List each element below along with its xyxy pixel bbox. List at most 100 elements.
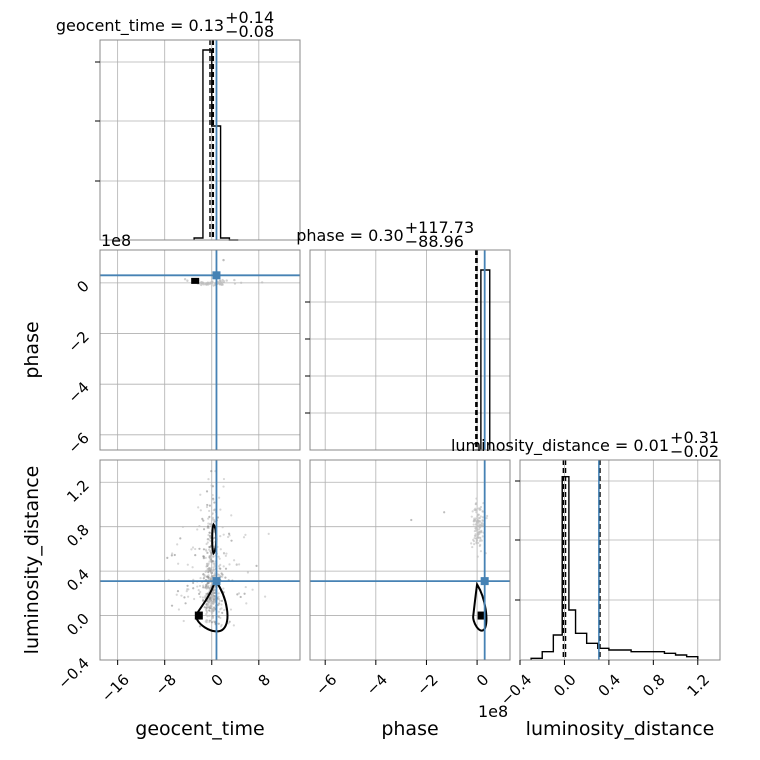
panel-ld-vs-geocent-time-sample-406 <box>217 610 221 613</box>
panel-ld-vs-geocent-time-sample-432 <box>201 517 204 520</box>
panel-ld-vs-geocent-time-sample-188 <box>199 590 202 594</box>
panel-ld-vs-geocent-time-sample-485 <box>207 478 210 481</box>
panel-ld-vs-geocent-time-sample-341 <box>212 615 215 619</box>
panel-ld-vs-geocent-time-sample-402 <box>213 591 216 595</box>
panel-ld-vs-geocent-time-sample-398 <box>219 548 222 551</box>
panel-ld-vs-geocent-time-sample-361 <box>211 518 214 521</box>
panel-ld-vs-geocent-time-sample-388 <box>204 548 208 551</box>
panel-ld-vs-geocent-time-sample-201 <box>184 602 187 605</box>
panel-phase-vs-geocent-time-spine <box>99 249 301 451</box>
panel-ld-vs-geocent-time-sample-15 <box>192 581 195 585</box>
panel-ld-vs-geocent-time-spine <box>99 459 301 661</box>
panel-ld-vs-geocent-time-sample-225 <box>186 584 189 587</box>
panel-ld-vs-geocent-time-sample-405 <box>206 503 209 507</box>
panel-ld-vs-geocent-time-sample-273 <box>221 573 224 576</box>
panel-ld-vs-geocent-time-sample-209 <box>244 585 247 589</box>
panel-ld-vs-geocent-time-sample-235 <box>199 577 202 580</box>
panel-ld-vs-geocent-time-sample-436 <box>199 509 202 512</box>
panel-ld-vs-phase-sample-50 <box>481 516 484 519</box>
panel-ld-vs-geocent-time-sample-516 <box>202 548 206 551</box>
panel-ld-vs-phase-contour <box>472 581 488 632</box>
panel-ld-vs-phase-sample-85 <box>479 543 482 547</box>
panel-phase-vs-geocent-time-sample-29 <box>183 278 187 281</box>
panel-ld-vs-geocent-time-sample-255 <box>192 587 195 590</box>
panel-phase-hist-background <box>310 250 510 450</box>
panel-ld-vs-geocent-time-sample-459 <box>166 556 169 559</box>
panel-ld-vs-phase-sample-74 <box>477 522 480 525</box>
panel-ld-vs-phase-truth-marker <box>480 577 489 586</box>
panel-ld-vs-geocent-time-sample-357 <box>210 621 214 624</box>
panel-ld-vs-geocent-time-sample-129 <box>208 609 211 612</box>
panel-ld-vs-geocent-time-sample-336 <box>206 525 210 528</box>
panel-ld-vs-geocent-time-sample-176 <box>242 536 246 539</box>
panel-ld-vs-geocent-time-sample-328 <box>196 528 199 531</box>
panel-phase-vs-geocent-time-sample-53 <box>233 278 236 282</box>
panel-ld-vs-geocent-time-sample-465 <box>209 536 212 539</box>
panel-ld-hist-histogram <box>530 475 699 660</box>
panel-ld-vs-geocent-time-sample-287 <box>197 589 200 592</box>
panel-ld-vs-geocent-time-sample-34 <box>204 556 207 559</box>
panel-ld-vs-geocent-time-sample-123 <box>208 504 211 507</box>
panel-ld-vs-geocent-time-sample-410 <box>191 566 194 569</box>
panel-ld-vs-geocent-time-sample-307 <box>232 559 236 562</box>
panel-ld-vs-geocent-time-sample-350 <box>205 505 209 509</box>
panel-ld-vs-geocent-time-sample-190 <box>267 532 270 536</box>
labels: geocent_time phase luminosity_distance p… <box>21 231 714 740</box>
panel-ld-vs-geocent-time-sample-376 <box>208 568 211 571</box>
panel-ld-vs-geocent-time-sample-507 <box>205 583 208 587</box>
panel-ld-vs-geocent-time-sample-490 <box>205 542 208 546</box>
panel-ld-vs-geocent-time-sample-365 <box>210 577 213 580</box>
panel-ld-vs-phase-sample-29 <box>486 514 489 518</box>
panel-ld-vs-phase-sample-65 <box>470 515 473 518</box>
panel-ld-vs-geocent-time-sample-472 <box>208 560 211 563</box>
panel-ld-vs-geocent-time-sample-498 <box>209 607 212 610</box>
panel-phase-vs-geocent-time-density-peak <box>191 277 200 284</box>
panel-phase-vs-geocent-time-sample-0 <box>260 281 264 284</box>
panel-ld-vs-geocent-time-sample-463 <box>203 573 206 577</box>
panel-ld-vs-geocent-time-sample-243 <box>208 515 211 518</box>
panel-phase-vs-geocent-time-sample-58 <box>218 279 222 282</box>
panel-ld-vs-phase-sample-20 <box>470 542 473 545</box>
panel-ld-vs-geocent-time-sample-446 <box>198 524 201 528</box>
panel-ld-vs-geocent-time-sample-477 <box>224 567 228 570</box>
panel-ld-vs-geocent-time-sample-151 <box>221 526 224 529</box>
panel-ld-vs-phase-sample-1 <box>471 545 474 549</box>
panel-ld-vs-geocent-time-sample-518 <box>211 592 214 595</box>
panel-phase-vs-geocent-time-sample-21 <box>186 279 189 282</box>
panel-ld-vs-geocent-time-sample-505 <box>213 600 216 604</box>
panel-ld-vs-geocent-time-sample-142 <box>217 592 220 595</box>
panel-ld-vs-geocent-time-sample-512 <box>218 496 221 499</box>
panel-ld-vs-phase: −6 −4 −2 0 <box>309 459 511 699</box>
panel-ld-vs-geocent-time-sample-508 <box>212 620 216 623</box>
panel-phase-vs-geocent-time-background <box>100 250 300 450</box>
panel-ld-vs-geocent-time-sample-515 <box>217 595 220 598</box>
panel-ld-vs-geocent-time-sample-136 <box>263 595 267 598</box>
panel-ld-vs-geocent-time-sample-440 <box>210 484 213 487</box>
panel-ld-vs-phase-sample-24 <box>481 535 484 538</box>
panel-ld-vs-geocent-time-sample-387 <box>198 592 201 595</box>
panel-ld-vs-phase-sample-9 <box>472 523 475 526</box>
panel-ld-vs-geocent-time-sample-346 <box>220 607 223 610</box>
panel-ld-vs-geocent-time-sample-296 <box>208 614 211 617</box>
panel-ld-vs-geocent-time-sample-441 <box>209 558 212 561</box>
panel-ld-vs-geocent-time-sample-258 <box>198 625 202 628</box>
panel-ld-vs-geocent-time-sample-452 <box>205 612 208 616</box>
panel-ld-vs-geocent-time-sample-85 <box>222 485 225 488</box>
panel-ld-vs-geocent-time-sample-497 <box>206 586 209 589</box>
panel-ld-vs-phase-sample-117 <box>475 541 478 544</box>
panel-ld-vs-geocent-time-density-peak <box>194 611 203 620</box>
panels: geocent_time = 0.13 +0.14−0.08−6−4−20phas… <box>54 8 721 709</box>
panel-ld-vs-geocent-time-sample-391 <box>208 600 211 603</box>
panel-ld-vs-geocent-time-sample-438 <box>239 595 242 599</box>
panel-ld-vs-geocent-time-sample-423 <box>208 545 211 549</box>
panel-ld-vs-geocent-time-sample-466 <box>210 610 213 613</box>
y-axis-label-phase: phase <box>21 321 43 378</box>
panel-ld-vs-phase-sample-31 <box>476 555 479 558</box>
panel-ld-vs-geocent-time-sample-424 <box>207 533 210 537</box>
panel-ld-vs-geocent-time-sample-8 <box>245 602 248 605</box>
panel-ld-vs-geocent-time-sample-166 <box>187 595 190 598</box>
panel-phase-vs-geocent-time-sample-48 <box>206 281 210 284</box>
panel-ld-vs-phase-sample-110 <box>477 516 480 520</box>
panel-ld-vs-geocent-time-sample-428 <box>235 563 238 566</box>
panel-ld-vs-geocent-time-sample-444 <box>227 532 231 535</box>
